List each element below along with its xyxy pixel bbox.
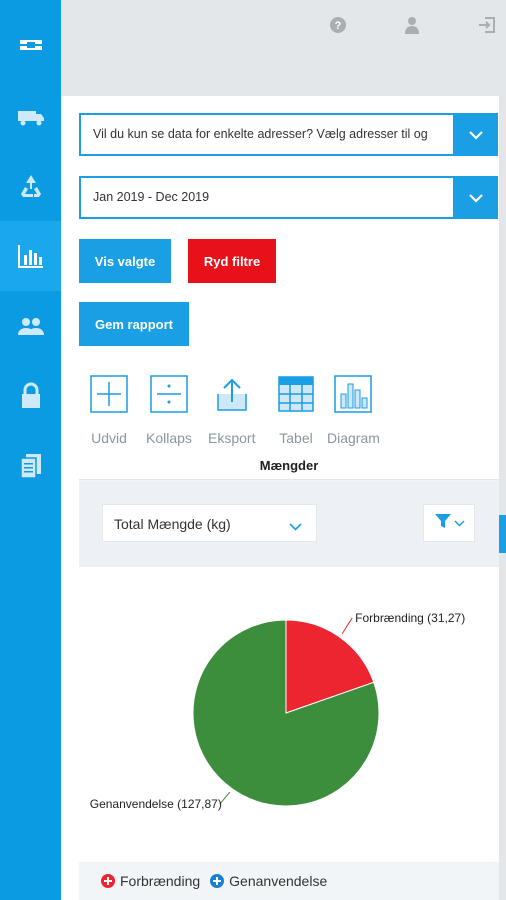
chevron-down-icon[interactable] [453, 176, 498, 219]
expand-button[interactable]: Udvid [89, 374, 129, 446]
sidebar [0, 0, 61, 900]
tool-label: Diagram [327, 430, 380, 446]
legend-item-forbraending[interactable]: Forbrænding [101, 873, 200, 889]
measure-select[interactable]: Total Mængde (kg) [102, 504, 317, 542]
filter-button[interactable] [423, 504, 475, 542]
diagram-icon [333, 374, 373, 414]
scrollbar-track[interactable] [499, 96, 506, 900]
help-icon[interactable]: ? [327, 14, 349, 36]
filter-icon [434, 513, 452, 534]
user-icon[interactable] [401, 14, 423, 36]
chart-panel: Mængder Total Mængde (kg) Forbrænding (3… [79, 452, 499, 900]
legend-label: Forbrænding [120, 873, 201, 889]
export-button[interactable]: Eksport [208, 374, 255, 446]
address-select-placeholder: Vil du kun se data for enkelte adresser?… [93, 127, 428, 141]
diagram-button[interactable]: Diagram [327, 374, 380, 446]
measure-select-value: Total Mængde (kg) [114, 516, 231, 532]
truck-icon[interactable] [0, 82, 61, 152]
tool-label: Eksport [208, 430, 256, 446]
table-icon [276, 374, 316, 414]
chevron-down-icon [289, 518, 302, 536]
data-label-connector [219, 791, 231, 805]
panel-title: Mængder [79, 452, 499, 480]
data-label-genanvendelse: Genanvendelse (127,87) [90, 797, 222, 811]
date-range-value: Jan 2019 - Dec 2019 [93, 190, 210, 204]
lock-icon[interactable] [0, 361, 61, 431]
scrollbar-thumb[interactable] [499, 515, 506, 553]
legend-label: Genanvendelse [229, 873, 328, 889]
save-report-button[interactable]: Gem rapport [79, 302, 189, 346]
pie-chart: Forbrænding (31,27) Genanvendelse (127,87… [90, 611, 465, 811]
pie-chart-area: Forbrænding (31,27) Genanvendelse (127,87… [79, 567, 499, 862]
tool-label: Kollaps [146, 430, 192, 446]
svg-text:?: ? [335, 20, 342, 32]
chevron-down-icon[interactable] [453, 113, 498, 156]
collapse-icon [149, 374, 189, 414]
expand-icon [89, 374, 129, 414]
legend-plus-icon [101, 874, 115, 888]
chevron-down-icon [453, 514, 465, 532]
top-bar: ? [61, 0, 506, 96]
pie-slice-genanvendelse[interactable] [192, 619, 380, 807]
tool-label: Tabel [279, 430, 313, 446]
address-select[interactable]: Vil du kun se data for enkelte adresser?… [79, 113, 498, 156]
documents-icon[interactable] [0, 431, 61, 501]
panel-toolbar: Total Mængde (kg) [79, 481, 499, 567]
data-label-connector [341, 617, 353, 635]
bar-chart-icon[interactable] [0, 221, 61, 291]
tool-label: Udvid [91, 430, 127, 446]
logo-icon[interactable] [0, 10, 61, 80]
show-selected-button[interactable]: Vis valgte [79, 239, 171, 283]
chart-legend: Forbrænding Genanvendelse [79, 862, 499, 900]
clear-filters-button[interactable]: Ryd filtre [188, 239, 276, 283]
users-icon[interactable] [0, 291, 61, 361]
legend-plus-icon [210, 874, 225, 888]
logout-icon[interactable] [476, 14, 498, 36]
legend-item-genanvendelse[interactable]: Genanvendelse [210, 873, 327, 889]
export-icon [212, 374, 252, 414]
collapse-button[interactable]: Kollaps [146, 374, 192, 446]
tool-row: Udvid Kollaps Eksport Tabel Diagram [79, 360, 499, 450]
data-label-forbraending: Forbrænding (31,27) [355, 611, 465, 625]
date-range-select[interactable]: Jan 2019 - Dec 2019 [79, 176, 498, 219]
recycle-icon[interactable] [0, 151, 61, 221]
table-button[interactable]: Tabel [276, 374, 316, 446]
